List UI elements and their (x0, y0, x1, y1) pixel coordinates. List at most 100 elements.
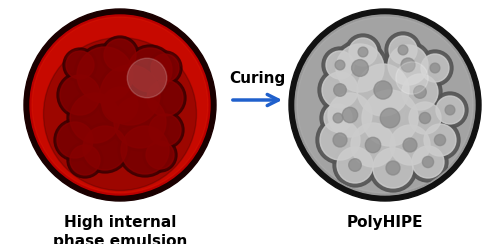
Circle shape (380, 108, 400, 128)
Circle shape (358, 86, 422, 150)
Circle shape (148, 51, 182, 85)
Circle shape (445, 105, 455, 115)
Circle shape (389, 36, 417, 64)
Circle shape (436, 96, 464, 124)
Circle shape (420, 120, 460, 160)
Circle shape (320, 120, 360, 160)
Circle shape (100, 65, 160, 125)
Circle shape (80, 123, 130, 173)
Circle shape (121, 126, 169, 174)
Circle shape (70, 145, 100, 175)
Circle shape (386, 121, 434, 169)
Circle shape (422, 156, 434, 168)
Circle shape (102, 87, 138, 123)
Circle shape (369, 144, 417, 192)
Circle shape (424, 124, 456, 156)
Circle shape (333, 113, 343, 123)
Circle shape (326, 51, 354, 79)
Circle shape (388, 45, 428, 85)
Circle shape (32, 17, 208, 193)
Circle shape (24, 9, 216, 201)
Circle shape (74, 44, 136, 106)
Circle shape (118, 123, 172, 177)
Circle shape (351, 123, 395, 167)
Circle shape (125, 45, 175, 95)
Circle shape (60, 75, 100, 115)
Circle shape (57, 122, 93, 158)
Circle shape (386, 161, 400, 175)
Circle shape (335, 60, 345, 70)
Circle shape (374, 81, 392, 99)
Circle shape (352, 60, 368, 76)
Circle shape (385, 32, 421, 68)
Circle shape (320, 100, 356, 136)
Circle shape (104, 39, 136, 71)
Circle shape (149, 114, 181, 146)
Circle shape (67, 90, 123, 146)
Text: High internal
phase emulsion: High internal phase emulsion (53, 215, 187, 244)
Circle shape (348, 159, 362, 171)
Circle shape (151, 54, 179, 82)
Circle shape (147, 80, 183, 116)
Circle shape (63, 48, 97, 82)
Circle shape (347, 119, 399, 171)
Circle shape (358, 47, 368, 57)
Circle shape (128, 48, 172, 92)
Circle shape (324, 89, 376, 141)
Circle shape (434, 134, 446, 146)
Circle shape (349, 38, 377, 66)
Circle shape (97, 62, 163, 128)
Text: PolyHIPE: PolyHIPE (347, 215, 423, 230)
Circle shape (101, 36, 139, 74)
Circle shape (396, 62, 428, 94)
Circle shape (144, 77, 186, 119)
Circle shape (289, 9, 481, 201)
Circle shape (402, 74, 438, 110)
Circle shape (405, 98, 445, 138)
Circle shape (70, 93, 120, 143)
Circle shape (67, 142, 103, 178)
Circle shape (342, 107, 357, 123)
Circle shape (54, 119, 96, 161)
Circle shape (421, 54, 449, 82)
Circle shape (430, 63, 440, 73)
Circle shape (333, 133, 347, 147)
Circle shape (336, 44, 384, 92)
Circle shape (322, 47, 358, 83)
Circle shape (408, 142, 448, 182)
Circle shape (57, 72, 103, 118)
Circle shape (316, 116, 364, 164)
Circle shape (401, 58, 415, 72)
Circle shape (127, 58, 167, 98)
Circle shape (66, 51, 94, 79)
Circle shape (414, 86, 426, 98)
Circle shape (409, 102, 441, 134)
Circle shape (345, 34, 381, 70)
Circle shape (337, 147, 373, 183)
Circle shape (333, 143, 377, 187)
Circle shape (83, 126, 127, 170)
Circle shape (390, 125, 430, 165)
Circle shape (30, 15, 210, 195)
Circle shape (412, 146, 444, 178)
Circle shape (114, 96, 166, 148)
Circle shape (332, 40, 388, 96)
Circle shape (384, 41, 432, 89)
Circle shape (357, 64, 409, 116)
Circle shape (362, 90, 418, 146)
Text: Curing: Curing (229, 71, 285, 85)
Circle shape (318, 68, 362, 112)
Circle shape (324, 104, 352, 132)
Circle shape (295, 15, 475, 195)
Circle shape (398, 45, 408, 55)
Circle shape (146, 141, 174, 169)
Circle shape (403, 138, 417, 152)
Circle shape (111, 93, 169, 151)
Circle shape (44, 38, 197, 191)
Circle shape (417, 50, 453, 86)
Circle shape (334, 84, 346, 96)
Circle shape (373, 148, 413, 188)
Circle shape (322, 72, 358, 108)
Circle shape (143, 138, 177, 172)
Circle shape (420, 112, 430, 124)
